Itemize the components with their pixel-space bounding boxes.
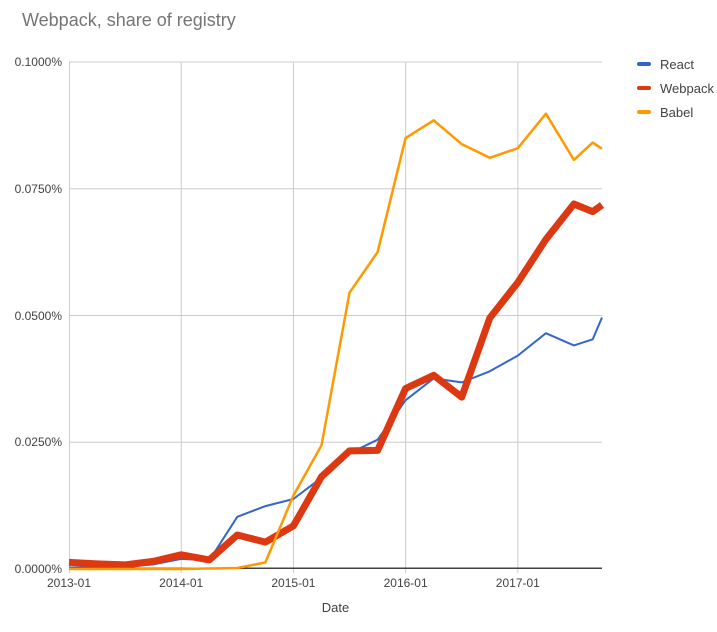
legend-swatch-react-icon <box>637 62 651 66</box>
x-axis-tick-label: 2013-01 <box>46 576 92 590</box>
x-axis-tick-label: 2016-01 <box>383 576 428 590</box>
y-axis-tick-label: 0.1000% <box>14 55 62 69</box>
legend-label-babel: Babel <box>660 104 694 120</box>
series-line-webpack[interactable] <box>68 200 605 569</box>
legend-item-webpack[interactable]: Webpack <box>637 76 714 100</box>
series-line-babel[interactable] <box>69 112 603 571</box>
chart-title: Webpack, share of registry <box>22 10 236 30</box>
y-axis-tick-label: 0.0250% <box>14 435 62 450</box>
legend-item-react[interactable]: React <box>637 52 714 76</box>
x-axis-tick-label: 2015-01 <box>271 576 316 590</box>
chart-legend: React Webpack Babel <box>637 52 714 124</box>
legend-swatch-webpack-icon <box>637 86 651 90</box>
x-axis-tick-label: 2017-01 <box>495 576 540 590</box>
legend-item-babel[interactable]: Babel <box>637 100 714 124</box>
legend-label-webpack: Webpack <box>660 80 714 96</box>
legend-swatch-babel-icon <box>637 110 651 114</box>
chart-plot-area <box>68 61 605 573</box>
y-axis-tick-label: 0.0750% <box>14 181 62 196</box>
y-axis-tick-label: 0.0500% <box>14 308 62 323</box>
x-axis-title: Date <box>321 600 350 615</box>
legend-label-react: React <box>660 56 694 72</box>
y-axis-tick-label: 0.0000% <box>14 562 62 576</box>
x-axis-tick-label: 2014-01 <box>159 576 204 590</box>
